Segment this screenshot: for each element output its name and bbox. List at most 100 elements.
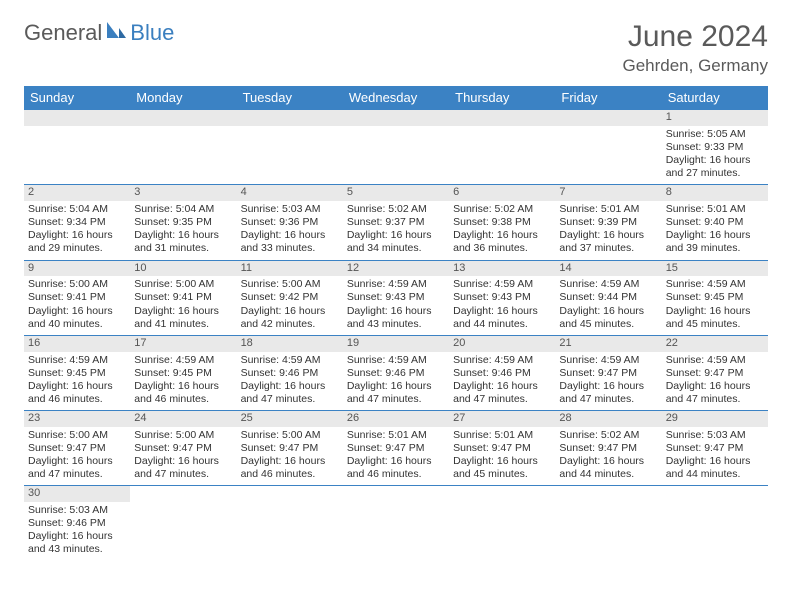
day-number: 17 — [130, 336, 236, 352]
calendar-cell — [237, 110, 343, 185]
sunrise-line: Sunrise: 4:59 AM — [559, 354, 657, 367]
calendar-cell: 6Sunrise: 5:02 AMSunset: 9:38 PMDaylight… — [449, 185, 555, 260]
header: GeneralBlue June 2024 Gehrden, Germany — [24, 20, 768, 76]
day-details: Sunrise: 4:59 AMSunset: 9:47 PMDaylight:… — [555, 352, 661, 411]
day-number: 14 — [555, 261, 661, 277]
sunrise-line: Sunrise: 5:00 AM — [134, 278, 232, 291]
sunrise-line: Sunrise: 5:04 AM — [28, 203, 126, 216]
day-number: 5 — [343, 185, 449, 201]
day-details: Sunrise: 4:59 AMSunset: 9:45 PMDaylight:… — [662, 276, 768, 335]
day-details: Sunrise: 4:59 AMSunset: 9:44 PMDaylight:… — [555, 276, 661, 335]
sunrise-line: Sunrise: 4:59 AM — [347, 354, 445, 367]
calendar-cell: 22Sunrise: 4:59 AMSunset: 9:47 PMDayligh… — [662, 335, 768, 410]
day-number: 27 — [449, 411, 555, 427]
daylight-line: Daylight: 16 hours and 45 minutes. — [453, 455, 551, 481]
weekday-header: Friday — [555, 86, 661, 110]
sunset-line: Sunset: 9:47 PM — [28, 442, 126, 455]
calendar-cell: 12Sunrise: 4:59 AMSunset: 9:43 PMDayligh… — [343, 260, 449, 335]
day-details: Sunrise: 5:01 AMSunset: 9:40 PMDaylight:… — [662, 201, 768, 260]
calendar-cell: 1Sunrise: 5:05 AMSunset: 9:33 PMDaylight… — [662, 110, 768, 185]
calendar-cell — [343, 486, 449, 561]
day-number: 24 — [130, 411, 236, 427]
day-number: 13 — [449, 261, 555, 277]
daylight-line: Daylight: 16 hours and 44 minutes. — [453, 305, 551, 331]
calendar-body: 1Sunrise: 5:05 AMSunset: 9:33 PMDaylight… — [24, 110, 768, 561]
sunset-line: Sunset: 9:44 PM — [559, 291, 657, 304]
day-details: Sunrise: 4:59 AMSunset: 9:45 PMDaylight:… — [24, 352, 130, 411]
calendar-cell — [130, 486, 236, 561]
day-details: Sunrise: 5:05 AMSunset: 9:33 PMDaylight:… — [662, 126, 768, 185]
calendar-cell: 14Sunrise: 4:59 AMSunset: 9:44 PMDayligh… — [555, 260, 661, 335]
calendar-cell — [555, 110, 661, 185]
day-number: 10 — [130, 261, 236, 277]
sunset-line: Sunset: 9:35 PM — [134, 216, 232, 229]
sunset-line: Sunset: 9:47 PM — [134, 442, 232, 455]
weekday-header: Tuesday — [237, 86, 343, 110]
calendar-cell: 8Sunrise: 5:01 AMSunset: 9:40 PMDaylight… — [662, 185, 768, 260]
day-number: 9 — [24, 261, 130, 277]
sunrise-line: Sunrise: 5:02 AM — [559, 429, 657, 442]
calendar-cell: 23Sunrise: 5:00 AMSunset: 9:47 PMDayligh… — [24, 411, 130, 486]
daylight-line: Daylight: 16 hours and 47 minutes. — [347, 380, 445, 406]
daynum-empty — [343, 110, 449, 126]
sunset-line: Sunset: 9:36 PM — [241, 216, 339, 229]
daylight-line: Daylight: 16 hours and 44 minutes. — [559, 455, 657, 481]
sunset-line: Sunset: 9:41 PM — [28, 291, 126, 304]
calendar-row: 9Sunrise: 5:00 AMSunset: 9:41 PMDaylight… — [24, 260, 768, 335]
sunset-line: Sunset: 9:47 PM — [241, 442, 339, 455]
sunset-line: Sunset: 9:33 PM — [666, 141, 764, 154]
calendar-cell: 25Sunrise: 5:00 AMSunset: 9:47 PMDayligh… — [237, 411, 343, 486]
sunset-line: Sunset: 9:46 PM — [347, 367, 445, 380]
calendar-row: 30Sunrise: 5:03 AMSunset: 9:46 PMDayligh… — [24, 486, 768, 561]
location: Gehrden, Germany — [622, 56, 768, 76]
sunrise-line: Sunrise: 5:03 AM — [666, 429, 764, 442]
calendar-cell — [343, 110, 449, 185]
calendar-cell: 3Sunrise: 5:04 AMSunset: 9:35 PMDaylight… — [130, 185, 236, 260]
sunset-line: Sunset: 9:38 PM — [453, 216, 551, 229]
daylight-line: Daylight: 16 hours and 36 minutes. — [453, 229, 551, 255]
sunrise-line: Sunrise: 4:59 AM — [134, 354, 232, 367]
sunrise-line: Sunrise: 4:59 AM — [28, 354, 126, 367]
sunrise-line: Sunrise: 5:03 AM — [241, 203, 339, 216]
day-number: 23 — [24, 411, 130, 427]
day-details: Sunrise: 5:01 AMSunset: 9:39 PMDaylight:… — [555, 201, 661, 260]
day-number: 20 — [449, 336, 555, 352]
day-number: 28 — [555, 411, 661, 427]
day-details: Sunrise: 5:02 AMSunset: 9:47 PMDaylight:… — [555, 427, 661, 486]
daylight-line: Daylight: 16 hours and 27 minutes. — [666, 154, 764, 180]
daynum-empty — [555, 110, 661, 126]
sunset-line: Sunset: 9:45 PM — [28, 367, 126, 380]
calendar-row: 16Sunrise: 4:59 AMSunset: 9:45 PMDayligh… — [24, 335, 768, 410]
calendar-cell: 4Sunrise: 5:03 AMSunset: 9:36 PMDaylight… — [237, 185, 343, 260]
day-number: 19 — [343, 336, 449, 352]
day-details: Sunrise: 5:00 AMSunset: 9:47 PMDaylight:… — [24, 427, 130, 486]
daylight-line: Daylight: 16 hours and 46 minutes. — [347, 455, 445, 481]
calendar-cell: 7Sunrise: 5:01 AMSunset: 9:39 PMDaylight… — [555, 185, 661, 260]
sunrise-line: Sunrise: 5:00 AM — [241, 429, 339, 442]
daylight-line: Daylight: 16 hours and 41 minutes. — [134, 305, 232, 331]
calendar-table: SundayMondayTuesdayWednesdayThursdayFrid… — [24, 86, 768, 561]
sunrise-line: Sunrise: 5:04 AM — [134, 203, 232, 216]
day-details: Sunrise: 5:01 AMSunset: 9:47 PMDaylight:… — [343, 427, 449, 486]
calendar-row: 2Sunrise: 5:04 AMSunset: 9:34 PMDaylight… — [24, 185, 768, 260]
calendar-cell: 28Sunrise: 5:02 AMSunset: 9:47 PMDayligh… — [555, 411, 661, 486]
sunrise-line: Sunrise: 5:00 AM — [28, 278, 126, 291]
day-details: Sunrise: 4:59 AMSunset: 9:47 PMDaylight:… — [662, 352, 768, 411]
calendar-cell: 21Sunrise: 4:59 AMSunset: 9:47 PMDayligh… — [555, 335, 661, 410]
sunset-line: Sunset: 9:47 PM — [559, 442, 657, 455]
calendar-cell: 2Sunrise: 5:04 AMSunset: 9:34 PMDaylight… — [24, 185, 130, 260]
sunset-line: Sunset: 9:43 PM — [453, 291, 551, 304]
weekday-header: Wednesday — [343, 86, 449, 110]
calendar-cell: 20Sunrise: 4:59 AMSunset: 9:46 PMDayligh… — [449, 335, 555, 410]
day-number: 15 — [662, 261, 768, 277]
calendar-cell: 27Sunrise: 5:01 AMSunset: 9:47 PMDayligh… — [449, 411, 555, 486]
calendar-cell: 26Sunrise: 5:01 AMSunset: 9:47 PMDayligh… — [343, 411, 449, 486]
day-number: 16 — [24, 336, 130, 352]
sunrise-line: Sunrise: 5:02 AM — [453, 203, 551, 216]
day-number: 3 — [130, 185, 236, 201]
calendar-row: 1Sunrise: 5:05 AMSunset: 9:33 PMDaylight… — [24, 110, 768, 185]
sunset-line: Sunset: 9:47 PM — [559, 367, 657, 380]
sunset-line: Sunset: 9:46 PM — [241, 367, 339, 380]
day-details: Sunrise: 5:04 AMSunset: 9:35 PMDaylight:… — [130, 201, 236, 260]
sunrise-line: Sunrise: 4:59 AM — [453, 354, 551, 367]
